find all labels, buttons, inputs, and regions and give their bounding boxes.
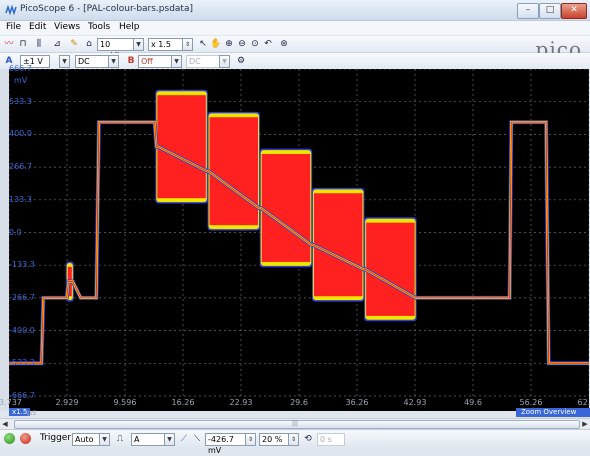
burst-core — [209, 117, 259, 226]
y-axis-tick-label: -666.7 — [9, 391, 35, 400]
scroll-left-icon[interactable]: ◀ — [2, 420, 8, 428]
x-axis-tick-label: 42.93 — [403, 398, 427, 407]
channel-b-label[interactable]: B — [127, 56, 135, 66]
start-icon[interactable] — [4, 433, 15, 444]
range-dropdown-icon[interactable]: ▼ — [59, 55, 70, 68]
timebase-select[interactable]: 10 µs/div — [97, 38, 135, 60]
menu-tools[interactable]: Tools — [88, 22, 111, 32]
delay-icon[interactable]: ⟲ — [304, 434, 312, 444]
x-axis-tick-label: 2.929 — [55, 398, 79, 407]
menu-file[interactable]: File — [6, 22, 22, 32]
falling-edge-icon[interactable]: ⟍ — [193, 434, 201, 444]
x-axis-tick-label: 49.6 — [464, 398, 482, 407]
y-axis-tick-label: -133.3 — [9, 260, 35, 270]
hand-icon[interactable]: ✋ — [210, 39, 222, 49]
x-axis-tick-label: 56.26 — [519, 398, 543, 407]
zoom-in-icon[interactable]: ⊕ — [225, 39, 233, 49]
trigger-label: Trigger — [40, 433, 72, 443]
zoom-out-icon[interactable]: ⊖ — [238, 39, 246, 49]
x-axis-tick-label: 16.26 — [171, 398, 195, 407]
main-toolbar — [0, 36, 590, 53]
probe-icon[interactable]: ✎ — [70, 39, 78, 49]
pointer-icon[interactable]: ↖ — [199, 39, 207, 49]
y-axis-tick-label: -533.3 — [9, 358, 35, 368]
x-axis-tick-label: 22.93 — [229, 398, 253, 407]
range-select[interactable]: ±1 V — [20, 55, 50, 68]
zoom-fit-icon[interactable]: ⊙ — [251, 39, 259, 49]
zoom-overview-label[interactable]: Zoom Overview — [516, 408, 590, 417]
y-axis-tick-label: -400.0 — [9, 325, 35, 335]
trigger-channel-select[interactable]: A — [131, 433, 165, 446]
trigger-channel-dropdown-icon[interactable]: ▼ — [164, 433, 175, 446]
undo-zoom-icon[interactable]: ↶ — [264, 39, 272, 49]
burst-core — [157, 95, 206, 199]
scope-mode-icon[interactable]: 〰 — [4, 39, 14, 49]
trigger-mode-select[interactable]: Auto — [72, 433, 100, 446]
menu-edit[interactable]: Edit — [29, 22, 47, 32]
x-axis-multiplier: x1.5 — [9, 408, 31, 416]
spectrum-mode-icon[interactable]: ⫼ — [36, 39, 42, 49]
scroll-thumb[interactable] — [14, 420, 580, 429]
zoom-reset-icon[interactable]: ⊛ — [280, 39, 288, 49]
minimize-button[interactable]: – — [517, 3, 539, 19]
y-axis-tick-label: -266.7 — [9, 292, 35, 302]
advanced-options-icon[interactable]: ⚙ — [236, 56, 246, 66]
y-axis-tick-label: 0.0 — [9, 227, 22, 237]
channel-b-state-select[interactable]: Off — [138, 55, 172, 68]
y-axis-tick-label: 533.3 — [9, 96, 32, 106]
x-axis-tick-label: 36.26 — [345, 398, 369, 407]
persistence-mode-icon[interactable]: ⊓ — [19, 39, 27, 49]
home-icon[interactable]: ⌂ — [86, 39, 92, 49]
delay-field: 0 s — [317, 433, 345, 446]
scope-display[interactable] — [9, 69, 589, 411]
channel-b-coupling-select: DC — [186, 55, 220, 68]
trigger-level-field[interactable]: -426.7 mV — [205, 433, 247, 455]
zoom-field[interactable]: x 1.5 — [148, 38, 184, 51]
measurements-icon[interactable]: ⊿ — [53, 39, 61, 49]
scroll-grip-icon: ||| — [292, 420, 299, 427]
rising-edge-icon[interactable]: ⟋ — [180, 434, 188, 444]
close-button[interactable]: ✕ — [561, 3, 587, 19]
window-title: PicoScope 6 - [PAL-colour-bars.psdata] — [20, 4, 193, 14]
trigger-level-stepper-icon[interactable]: ⇕ — [245, 433, 256, 446]
zoom-stepper-icon[interactable]: ⇕ — [182, 38, 193, 51]
channel-b-dropdown-icon[interactable]: ▼ — [171, 55, 182, 68]
coupling-select[interactable]: DC — [75, 55, 109, 68]
menu-bar — [0, 21, 590, 35]
channel-b-coupling-dropdown-icon: ▼ — [219, 55, 230, 68]
scope-plot — [9, 69, 589, 397]
y-axis-strip — [0, 69, 9, 411]
x-axis-tick-label: -3.737 — [0, 398, 22, 407]
title-bar — [0, 0, 590, 21]
maximize-button[interactable]: □ — [539, 3, 561, 19]
trigger-edge-icon[interactable]: ⎍ — [116, 434, 124, 444]
x-axis-tick-label: 9.596 — [113, 398, 137, 407]
y-axis-tick-label: 400.0 — [9, 129, 32, 139]
trace-line — [9, 121, 589, 364]
y-axis-tick-label: 133.3 — [9, 194, 32, 204]
coupling-dropdown-icon[interactable]: ▼ — [108, 55, 119, 68]
stop-icon[interactable] — [20, 433, 31, 444]
y-axis-tick-label: 266.7 — [9, 162, 32, 172]
burst-core — [366, 222, 415, 316]
menu-views[interactable]: Views — [54, 22, 81, 32]
channel-a-label[interactable]: A — [5, 56, 13, 66]
timebase-dropdown-icon[interactable]: ▼ — [133, 38, 144, 51]
x-axis-tick-label: 29.6 — [290, 398, 308, 407]
x-axis-tick-label: 62.93 — [577, 398, 590, 407]
horizontal-scrollbar[interactable]: ◀ ||| ▶ — [0, 418, 590, 429]
y-axis-tick-label: 666.7 — [9, 64, 32, 73]
app-icon — [5, 4, 17, 16]
menu-help[interactable]: Help — [119, 22, 140, 32]
x-axis-unit: µs — [27, 408, 37, 417]
pretrigger-field[interactable]: 20 % — [259, 433, 289, 446]
y-axis-unit: mV — [14, 76, 28, 85]
trigger-mode-dropdown-icon[interactable]: ▼ — [99, 433, 110, 446]
burst-core — [313, 193, 363, 297]
pretrigger-stepper-icon[interactable]: ⇕ — [288, 433, 299, 446]
burst-core — [261, 154, 311, 262]
scroll-right-icon[interactable]: ▶ — [582, 420, 588, 428]
